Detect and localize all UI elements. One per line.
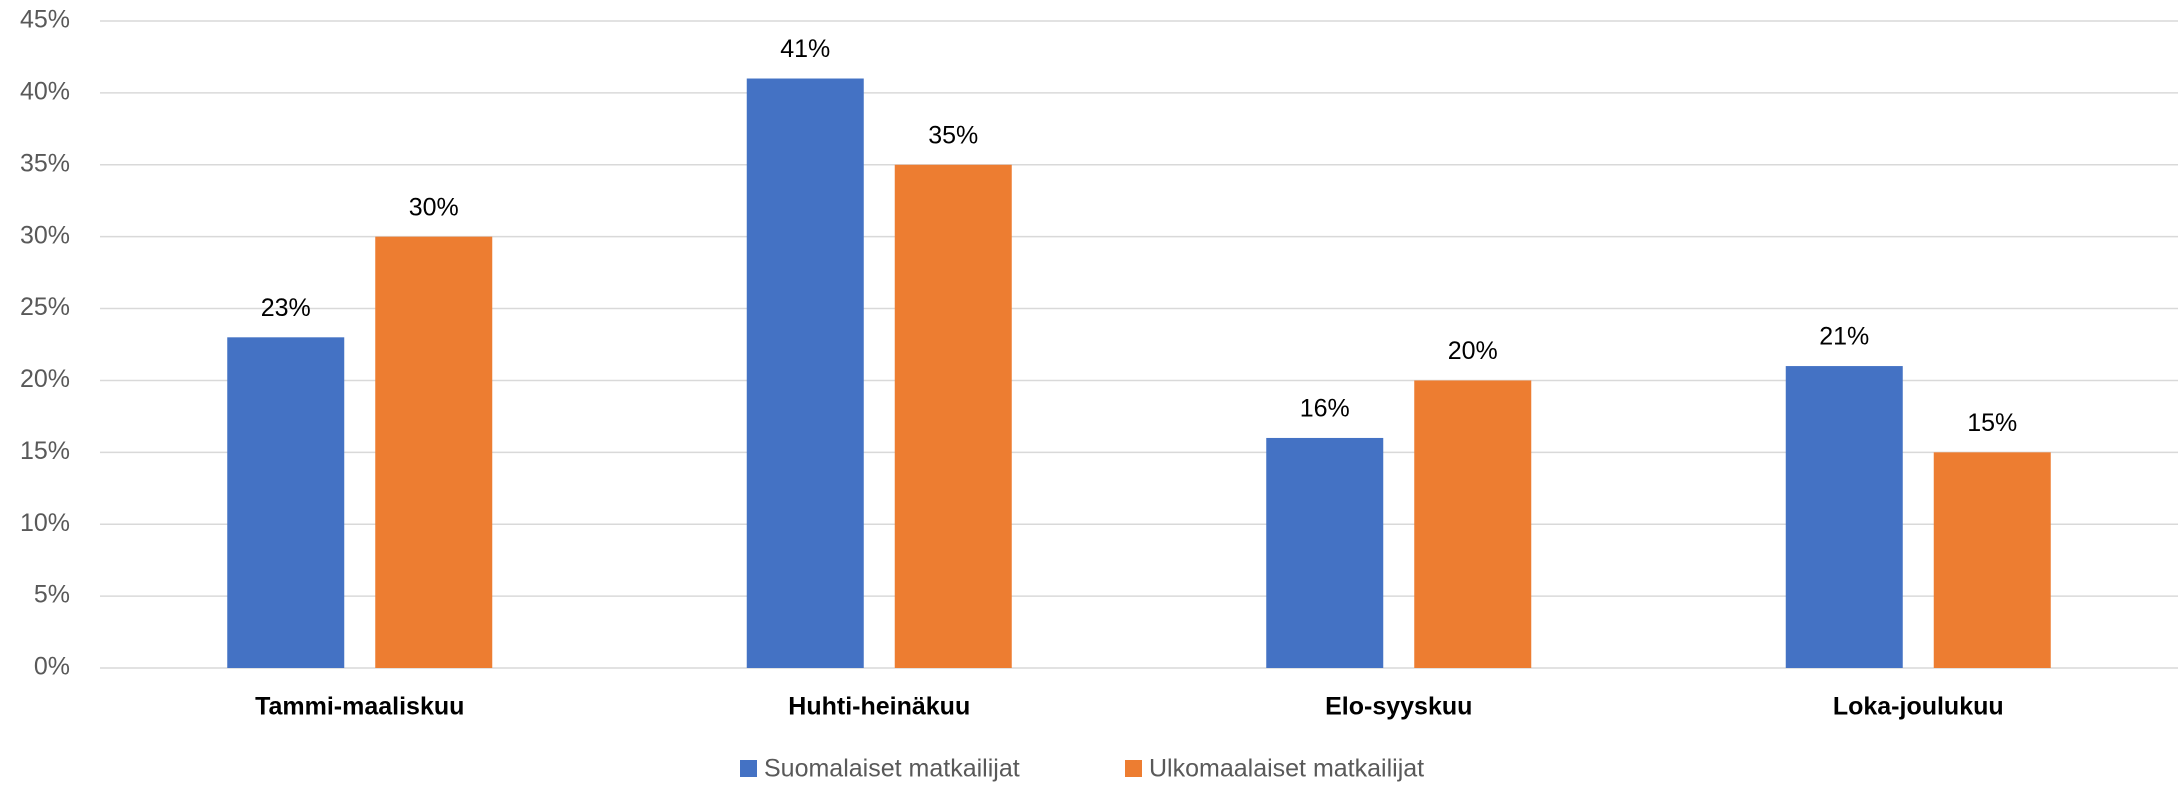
legend-swatch — [1125, 760, 1142, 777]
data-label: 23% — [261, 294, 311, 322]
data-label: 16% — [1300, 395, 1350, 423]
y-tick-label: 0% — [34, 653, 70, 681]
y-tick-label: 25% — [20, 293, 70, 321]
y-tick-label: 30% — [20, 221, 70, 249]
y-tick-label: 20% — [20, 365, 70, 393]
bar — [227, 337, 345, 668]
x-tick-label: Huhti-heinäkuu — [788, 693, 970, 721]
bar — [1785, 366, 1903, 668]
bar — [746, 78, 864, 668]
y-tick-label: 40% — [20, 77, 70, 105]
data-label: 15% — [1967, 409, 2017, 437]
bar — [1933, 452, 2051, 668]
data-label: 30% — [409, 193, 459, 221]
bar — [375, 236, 493, 668]
data-label: 20% — [1448, 337, 1498, 365]
x-tick-label: Elo-syyskuu — [1325, 693, 1472, 721]
y-tick-label: 5% — [34, 581, 70, 609]
data-label: 35% — [928, 121, 978, 149]
data-label: 41% — [780, 35, 830, 63]
bar — [1414, 380, 1532, 668]
bar — [894, 164, 1012, 668]
legend-label: Suomalaiset matkailijat — [764, 755, 1020, 783]
y-tick-label: 35% — [20, 149, 70, 177]
x-tick-label: Loka-joulukuu — [1833, 693, 2004, 721]
legend-label: Ulkomaalaiset matkailijat — [1149, 755, 1424, 783]
y-tick-label: 15% — [20, 437, 70, 465]
legend-swatch — [740, 760, 757, 777]
y-tick-label: 10% — [20, 509, 70, 537]
data-label: 21% — [1819, 323, 1869, 351]
bar — [1266, 437, 1384, 668]
y-tick-label: 45% — [20, 6, 70, 34]
x-tick-label: Tammi-maaliskuu — [255, 693, 464, 721]
